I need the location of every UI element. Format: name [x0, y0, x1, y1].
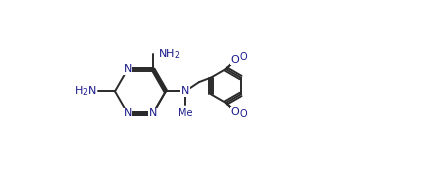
Text: N: N [181, 86, 189, 96]
Text: O: O [240, 109, 247, 119]
Text: Me: Me [178, 108, 193, 118]
Text: N: N [124, 64, 132, 74]
Text: N: N [124, 108, 132, 118]
Text: O: O [231, 107, 240, 117]
Text: N: N [149, 108, 157, 118]
Text: O: O [231, 55, 240, 65]
Text: NH$_2$: NH$_2$ [158, 47, 180, 61]
Text: H$_2$N: H$_2$N [74, 84, 96, 98]
Text: O: O [240, 52, 247, 63]
